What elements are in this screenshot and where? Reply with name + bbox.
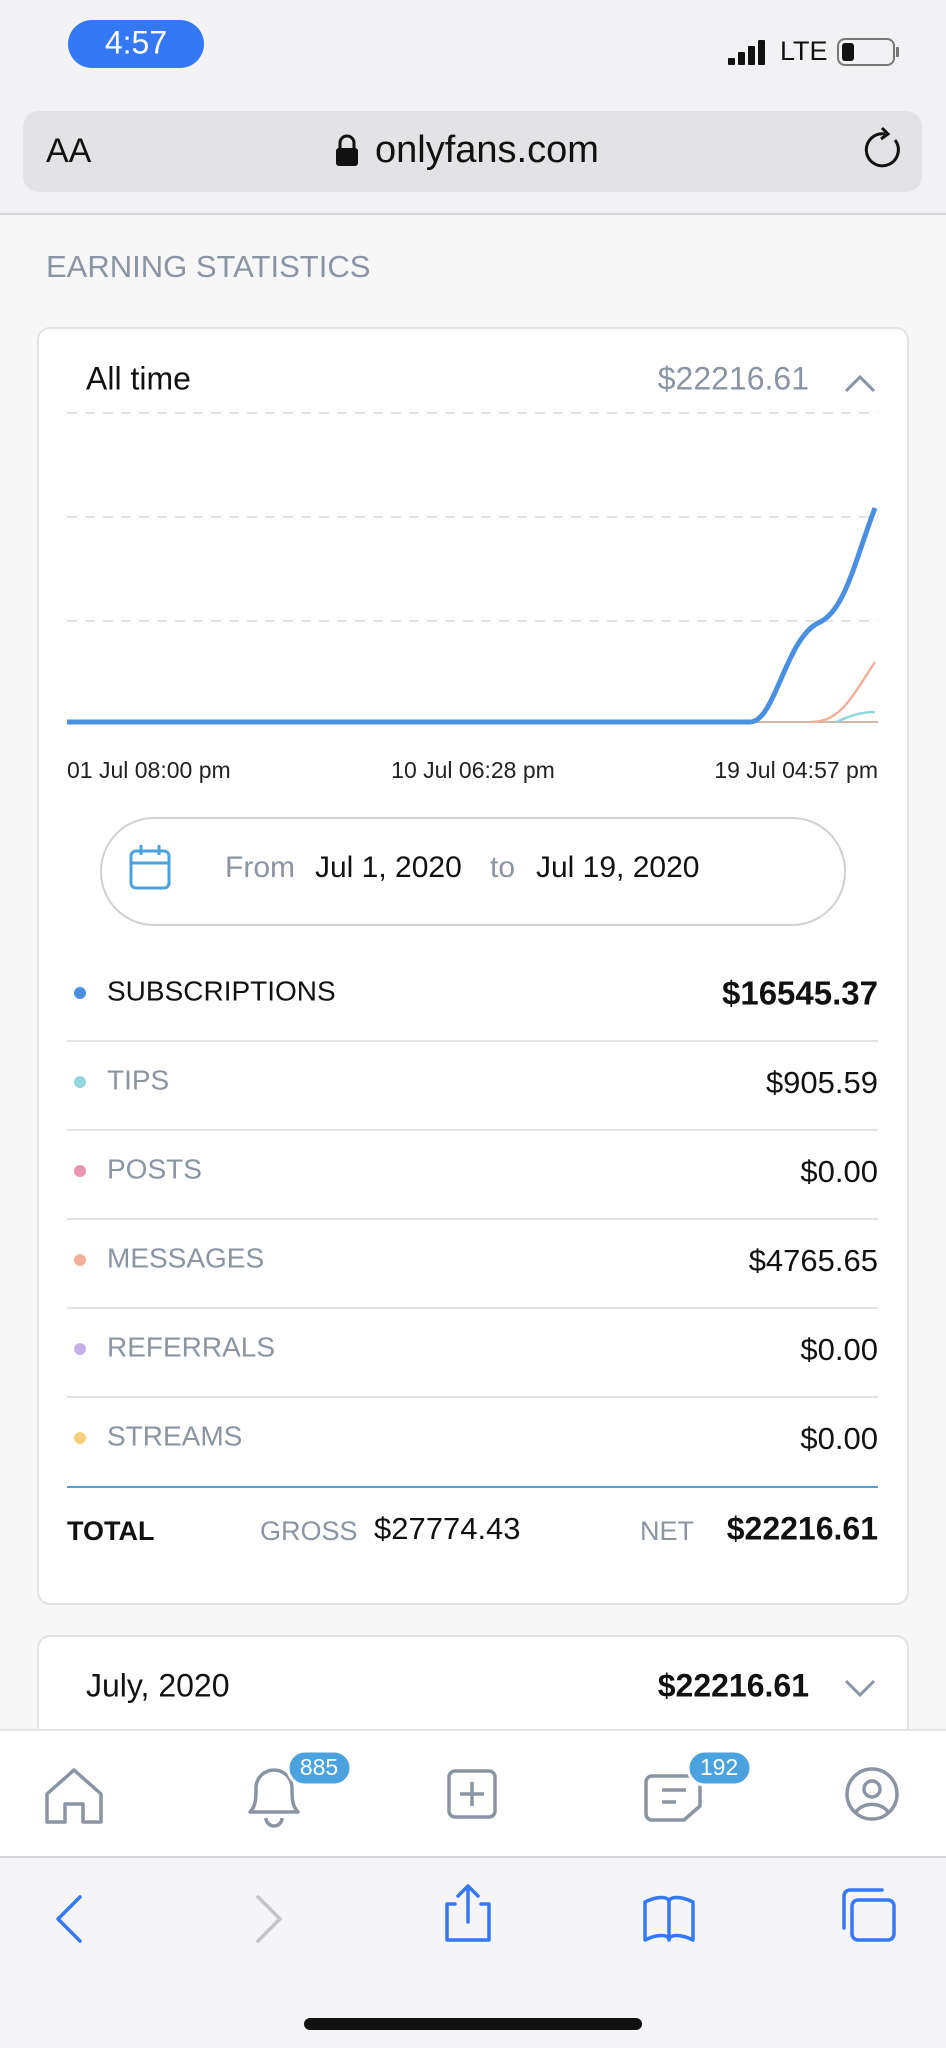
row-amount: $16545.37: [722, 975, 878, 1012]
badge: [686, 1749, 753, 1787]
row-label: POSTS: [107, 1153, 202, 1184]
breakdown: SUBSCRIPTIONS $16545.37 TIPS $905.59 POSTS $0…: [67, 975, 878, 1456]
row-amount: $0.00: [800, 1154, 878, 1189]
network: LTE: [780, 36, 828, 66]
legend-dot: [74, 1076, 86, 1088]
url: onlyfans.com: [375, 129, 599, 171]
period-amount: $22216.61: [658, 360, 809, 396]
subscriptions-line: [67, 507, 878, 725]
add-tab[interactable]: [447, 1769, 497, 1819]
summary-card: [37, 327, 909, 1605]
tabs-icon: [842, 1888, 884, 1930]
profile-icon: [854, 1802, 890, 1814]
month-amount: $22216.61: [658, 1667, 809, 1703]
profile-tab[interactable]: [845, 1767, 899, 1821]
row-label: SUBSCRIPTIONS: [107, 975, 336, 1006]
reload-button[interactable]: [864, 126, 900, 168]
total-label: TOTAL: [67, 1516, 155, 1546]
net-amount: $22216.61: [727, 1510, 878, 1546]
collapse-caret[interactable]: [844, 374, 876, 393]
to-date: Jul 19, 2020: [536, 851, 699, 884]
net-label: NET: [640, 1516, 694, 1546]
expand-caret[interactable]: [844, 1679, 876, 1698]
time-pill: [68, 20, 204, 68]
time: 4:57: [105, 24, 167, 60]
messages-line: [809, 661, 877, 724]
row-label: MESSAGES: [107, 1242, 264, 1273]
row-amount: $4765.65: [749, 1243, 878, 1278]
from-label: From: [225, 851, 295, 884]
home-tab[interactable]: [45, 1768, 103, 1824]
row-label: TIPS: [107, 1064, 169, 1095]
legend-dot: [74, 1165, 86, 1177]
share-button[interactable]: [445, 1884, 491, 1942]
back-button[interactable]: [56, 1895, 82, 1943]
battery-tip: [896, 47, 899, 57]
lock-icon: [336, 134, 358, 166]
badge: [286, 1749, 353, 1787]
row-amount: $905.59: [766, 1065, 878, 1100]
calendar-icon: [129, 845, 171, 890]
notifications-tab[interactable]: [248, 1768, 300, 1828]
month-period: July, 2020: [86, 1667, 230, 1703]
messages-badge: 192: [700, 1754, 738, 1780]
x-label: 01 Jul 08:00 pm: [67, 757, 231, 783]
text-size-button[interactable]: AA: [46, 132, 92, 170]
home-indicator: [304, 2018, 642, 2030]
legend-dot: [74, 1343, 86, 1355]
row-label: REFERRALS: [107, 1331, 275, 1362]
tabs-button[interactable]: [850, 1898, 896, 1942]
legend-dot: [74, 987, 86, 999]
profile-icon: [862, 1779, 882, 1799]
battery-level: [842, 43, 854, 61]
legend-dot: [74, 1254, 86, 1266]
url-bar[interactable]: [23, 111, 922, 192]
from-date: Jul 1, 2020: [315, 851, 462, 884]
row-amount: $0.00: [800, 1332, 878, 1367]
bookmarks-button[interactable]: [643, 1895, 695, 1942]
forward-button[interactable]: [256, 1895, 282, 1943]
period: All time: [86, 360, 191, 396]
row-amount: $0.00: [800, 1421, 878, 1456]
section-heading: EARNING STATISTICS: [46, 249, 370, 284]
date-range-pill[interactable]: [100, 817, 846, 926]
x-label: 19 Jul 04:57 pm: [714, 757, 878, 783]
gross-amount: $27774.43: [374, 1511, 521, 1546]
gross-label: GROSS: [260, 1516, 358, 1546]
battery: [837, 38, 895, 66]
tips-line: [835, 710, 876, 724]
notifications-badge: 885: [300, 1754, 338, 1780]
chart-grid: [67, 412, 878, 622]
x-label: 10 Jul 06:28 pm: [391, 757, 555, 783]
legend-dot: [74, 1432, 86, 1444]
signal: [728, 40, 765, 65]
to-label: to: [490, 851, 515, 884]
row-label: STREAMS: [107, 1420, 242, 1451]
add-icon: [460, 1782, 484, 1806]
